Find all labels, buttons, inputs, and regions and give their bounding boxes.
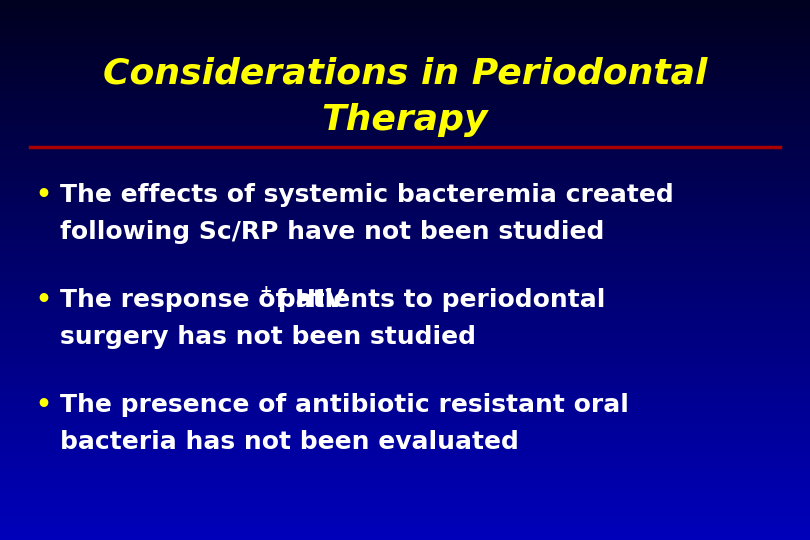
Text: •: • — [35, 393, 51, 417]
Text: •: • — [35, 288, 51, 312]
Text: bacteria has not been evaluated: bacteria has not been evaluated — [60, 430, 519, 454]
Text: surgery has not been studied: surgery has not been studied — [60, 325, 476, 349]
Text: following Sc/RP have not been studied: following Sc/RP have not been studied — [60, 220, 604, 244]
Text: The effects of systemic bacteremia created: The effects of systemic bacteremia creat… — [60, 183, 674, 207]
Text: The response of HIV: The response of HIV — [60, 288, 344, 312]
Text: +: + — [259, 284, 271, 299]
Text: The presence of antibiotic resistant oral: The presence of antibiotic resistant ora… — [60, 393, 629, 417]
Text: Considerations in Periodontal: Considerations in Periodontal — [103, 56, 707, 90]
Text: •: • — [35, 183, 51, 207]
Text: Therapy: Therapy — [322, 103, 488, 137]
Text: patients to periodontal: patients to periodontal — [269, 288, 605, 312]
